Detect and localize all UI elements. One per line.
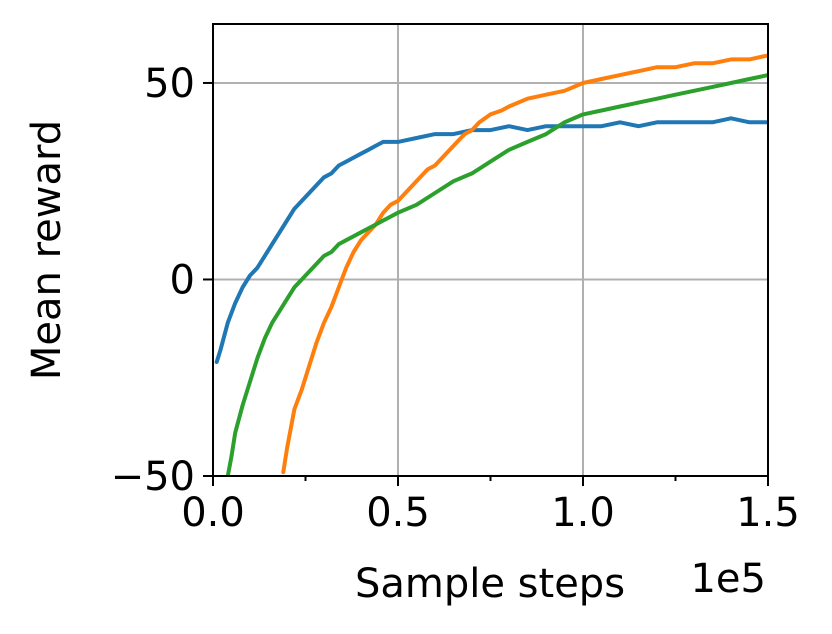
y-tick-label: 50 [144,61,195,107]
tick-labels: 0.0 0.5 1.0 1.5 −50 0 50 [111,61,800,536]
x-tick-label: 0.0 [181,490,245,536]
series-line-3 [225,73,768,476]
x-tick-label: 1.5 [736,490,800,536]
series-line-1 [214,116,768,364]
y-tick-label: 0 [170,257,195,303]
plot-area [214,53,768,476]
x-tick-label: 0.5 [366,490,430,536]
x-tick-label: 1.0 [551,490,615,536]
series-line-2 [281,53,768,475]
x-axis-label: Sample steps [355,561,625,607]
x-offset-label: 1e5 [690,556,766,602]
ticks [203,81,769,486]
y-tick-label: −50 [111,454,195,500]
y-axis-label: Mean reward [24,120,70,380]
